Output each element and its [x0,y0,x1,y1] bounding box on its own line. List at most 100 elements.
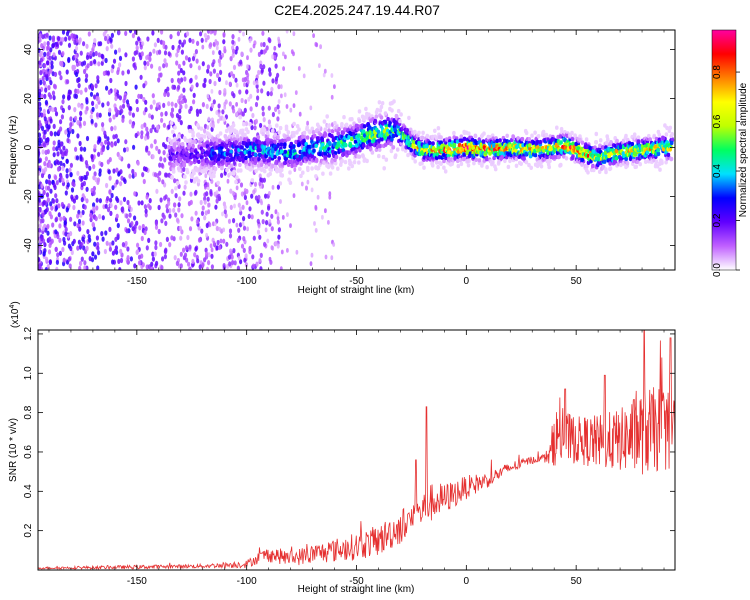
spectrogram-noise-cell [128,110,132,116]
spectrogram-noise-cell [292,193,296,199]
spectrogram-ridge-cell [279,142,284,147]
spectrogram-noise-cell [85,135,90,142]
spectrogram-noise-cell [222,33,226,38]
colorbar-ticks: 0.00.20.40.60.8 [712,65,740,277]
spectrogram-noise-cell [97,250,101,256]
spectrogram-noise-cell [45,32,49,38]
spectrogram-ridge-cell [326,124,331,129]
spectrogram-noise-cell [94,83,98,89]
spectrogram-ridge-cell [278,181,283,186]
spectrogram-ridge-cell [370,150,375,155]
spectrogram-noise-cell [248,245,252,251]
spectrogram-ridge-cell [459,134,464,139]
spectrogram-ridge-cell [390,137,394,142]
spectrogram-noise-cell [179,251,183,257]
spectrogram-noise-cell [194,49,198,55]
spectrogram-ridge-cell [176,166,181,171]
spectrogram-noise-cell [199,31,203,37]
spectrogram-noise-cell [166,86,170,92]
spectrogram-noise-cell [258,234,262,240]
spectrogram-noise-cell [188,226,193,232]
spectrogram-noise-cell [126,246,130,252]
spectrogram-noise-cell [38,119,42,125]
spectrogram-ridge-cell [209,168,213,173]
spectrogram-noise-cell [164,220,168,226]
spectrogram-noise-cell [164,247,168,253]
spectrogram-noise-cell [146,36,150,42]
spectrogram-ridge-cell [268,124,272,129]
spectrogram-ridge-cell [173,125,177,130]
spectrogram-ridge-cell [564,156,569,161]
spectrogram-noise-cell [191,56,196,62]
spectrogram-noise-cell [241,77,245,83]
spectrogram-ridge-cell [257,157,261,162]
spectrogram-noise-cell [48,180,52,186]
spectrogram-noise-cell [50,205,54,211]
spectrogram-noise-cell [218,50,222,56]
spectrogram-ridge-cell [362,124,367,129]
spectrogram-noise-cell [282,66,285,71]
spectrogram-ridge-cell [275,169,279,174]
spectrogram-ridge-cell [276,134,280,140]
spectrogram-ridge-cell [375,107,380,113]
spectrogram-noise-cell [163,91,167,97]
spectrogram-noise-cell [45,192,50,198]
y-tick-label: 1.0 [23,366,34,380]
spectrogram-ridge-cell [377,143,382,149]
spectrogram-ridge-cell [559,162,563,168]
spectrogram-noise-cell [270,86,274,92]
spectrogram-noise-cell [216,118,220,124]
spectrogram-noise-cell [221,52,225,58]
spectrogram-noise-cell [96,177,101,183]
spectrogram-ridge-cell [363,115,368,120]
spectrogram-noise-cell [189,199,193,205]
spectrogram-noise-cell [332,242,336,247]
spectrogram-ridge-cell [481,139,486,144]
spectrogram-noise-cell [119,200,123,206]
spectrogram-noise-cell [65,158,69,164]
spectrogram-noise-cell [54,229,58,235]
spectrogram-ridge-cell [390,108,394,113]
spectrogram-ridge-cell [277,156,282,161]
spectrogram-noise-cell [92,164,96,170]
spectrogram-noise-cell [249,47,253,53]
spectrogram-noise-cell [183,98,187,104]
spectrogram-noise-cell [153,42,157,48]
spectrogram-noise-cell [38,227,42,233]
spectrogram-noise-cell [183,76,187,82]
spectrogram-noise-cell [73,39,77,45]
spectrogram-noise-cell [151,154,155,160]
spectrogram-noise-cell [276,219,280,225]
spectrogram-ridge-cell [459,161,464,167]
spectrogram-noise-cell [42,189,46,196]
spectrogram-noise-cell [204,247,208,253]
spectrogram-noise-cell [71,128,75,135]
spectrogram-ridge-cell [199,155,204,160]
spectrogram-noise-cell [110,126,114,132]
spectrogram-ridge-cell [342,115,346,120]
spectrogram-noise-cell [86,63,90,69]
spectrogram-noise-cell [207,209,211,215]
spectrogram-noise-cell [189,77,193,83]
spectrogram-ridge-cell [598,138,603,143]
spectrogram-noise-cell [46,40,50,47]
spectrogram-noise-cell [108,157,112,163]
spectrogram-ridge-cell [314,143,319,148]
spectrogram-noise-cell [228,233,233,239]
spectrogram-noise-cell [144,208,148,214]
spectrogram-ridge-cell [584,137,589,142]
spectrogram-noise-cell [57,36,61,42]
spectrogram-noise-cell [38,207,42,213]
spectrogram-noise-cell [38,88,42,94]
spectrogram-ridge-cell [343,159,348,165]
spectrogram-ridge-cell [194,167,199,172]
spectrogram-noise-cell [104,203,108,209]
spectrogram-noise-cell [293,167,297,173]
spectrogram-noise-cell [110,43,114,49]
spectrogram-noise-cell [196,111,200,117]
spectrogram-ridge-cell [643,159,648,164]
spectrogram-noise-cell [83,265,87,270]
spectrogram-noise-cell [131,168,135,175]
spectrogram-ridge-cell [413,129,417,135]
spectrogram-ridge-cell [330,129,335,134]
